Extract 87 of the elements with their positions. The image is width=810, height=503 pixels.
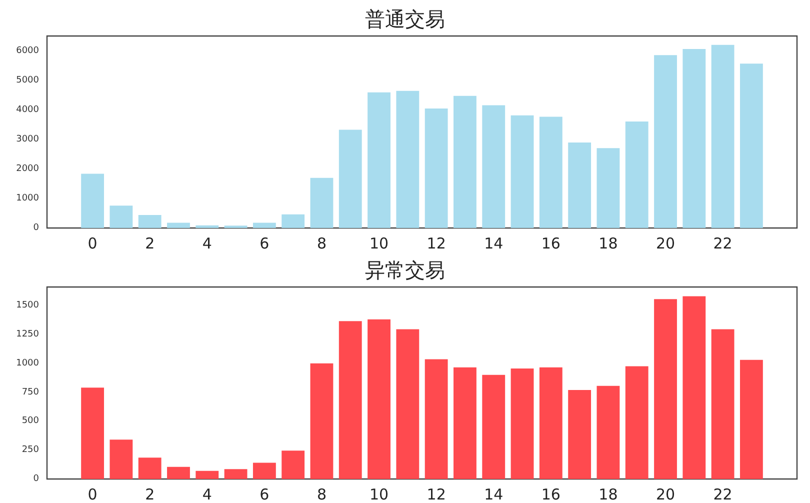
- chart-title: 普通交易: [365, 7, 445, 31]
- bar: [110, 440, 133, 479]
- bar: [310, 178, 334, 228]
- x-tick-label: 0: [88, 486, 98, 503]
- bar: [740, 64, 763, 228]
- x-tick-label: 2: [145, 486, 155, 503]
- bar: [711, 329, 734, 479]
- bar: [482, 374, 506, 479]
- x-tick-label: 18: [598, 234, 618, 252]
- chart-title: 异常交易: [365, 258, 445, 282]
- bar: [282, 450, 305, 479]
- bar: [252, 462, 276, 479]
- y-tick-label: 500: [22, 416, 40, 426]
- x-tick-label: 22: [713, 234, 732, 252]
- bar: [740, 360, 763, 479]
- x-tick-label: 8: [316, 486, 327, 503]
- y-tick-label: 5000: [16, 76, 40, 86]
- bar: [625, 366, 648, 479]
- y-tick-label: 1500: [16, 300, 40, 311]
- x-tick-label: 8: [316, 234, 327, 252]
- bar: [196, 470, 219, 479]
- y-tick-label: 1000: [16, 194, 40, 204]
- bar: [454, 367, 476, 479]
- bar: [338, 130, 362, 228]
- bar: [167, 222, 190, 228]
- bar: [110, 206, 133, 228]
- bar: [654, 55, 677, 228]
- x-tick-label: 16: [541, 234, 560, 252]
- y-tick-label: 1250: [16, 329, 40, 340]
- x-tick-label: 22: [713, 486, 732, 503]
- y-tick-label: 6000: [16, 46, 40, 56]
- x-tick-label: 14: [484, 234, 504, 252]
- y-tick-label: 0: [33, 474, 40, 484]
- bar: [654, 299, 677, 479]
- bar: [539, 116, 562, 228]
- y-tick-label: 750: [22, 387, 40, 398]
- x-tick-label: 6: [260, 486, 270, 503]
- bar: [424, 108, 448, 228]
- x-tick-label: 20: [656, 486, 676, 503]
- bar: [682, 296, 706, 479]
- bar: [539, 367, 562, 479]
- bar: [167, 466, 190, 479]
- x-tick-label: 10: [369, 486, 389, 503]
- y-tick-label: 1000: [16, 358, 40, 368]
- x-tick-label: 14: [484, 486, 504, 503]
- bar: [711, 44, 734, 228]
- x-tick-label: 12: [426, 234, 446, 252]
- x-tick-label: 16: [541, 486, 560, 503]
- bar: [396, 90, 420, 228]
- bar: [138, 458, 162, 479]
- bar: [81, 174, 104, 228]
- bar: [510, 368, 534, 479]
- bar: [682, 48, 706, 228]
- bar: [224, 469, 248, 479]
- y-tick-label: 0: [33, 223, 40, 233]
- x-tick-label: 20: [656, 234, 676, 252]
- bar: [81, 388, 104, 479]
- bar: [282, 214, 305, 228]
- bar: [454, 96, 476, 228]
- y-tick-label: 3000: [16, 134, 40, 145]
- bar: [338, 321, 362, 479]
- bar: [252, 222, 276, 228]
- bar: [568, 390, 592, 479]
- x-tick-label: 18: [598, 486, 618, 503]
- bar: [625, 122, 648, 228]
- bar: [368, 319, 390, 479]
- bar: [424, 359, 448, 479]
- bar: [596, 148, 620, 228]
- bar: [482, 105, 506, 228]
- bar: [138, 215, 162, 228]
- x-tick-label: 4: [202, 234, 212, 252]
- bar: [310, 363, 334, 479]
- x-tick-label: 4: [202, 486, 212, 503]
- y-tick-label: 2000: [16, 164, 40, 174]
- x-tick-label: 0: [88, 234, 98, 252]
- y-tick-label: 4000: [16, 105, 40, 116]
- bar: [568, 142, 592, 228]
- x-tick-label: 10: [369, 234, 389, 252]
- x-tick-label: 2: [145, 234, 155, 252]
- y-tick-label: 250: [22, 445, 40, 456]
- x-tick-label: 12: [426, 486, 446, 503]
- bar: [510, 115, 534, 228]
- bar: [196, 225, 219, 228]
- bar: [368, 92, 390, 228]
- x-tick-label: 6: [260, 234, 270, 252]
- bar: [396, 329, 420, 479]
- bar: [596, 386, 620, 479]
